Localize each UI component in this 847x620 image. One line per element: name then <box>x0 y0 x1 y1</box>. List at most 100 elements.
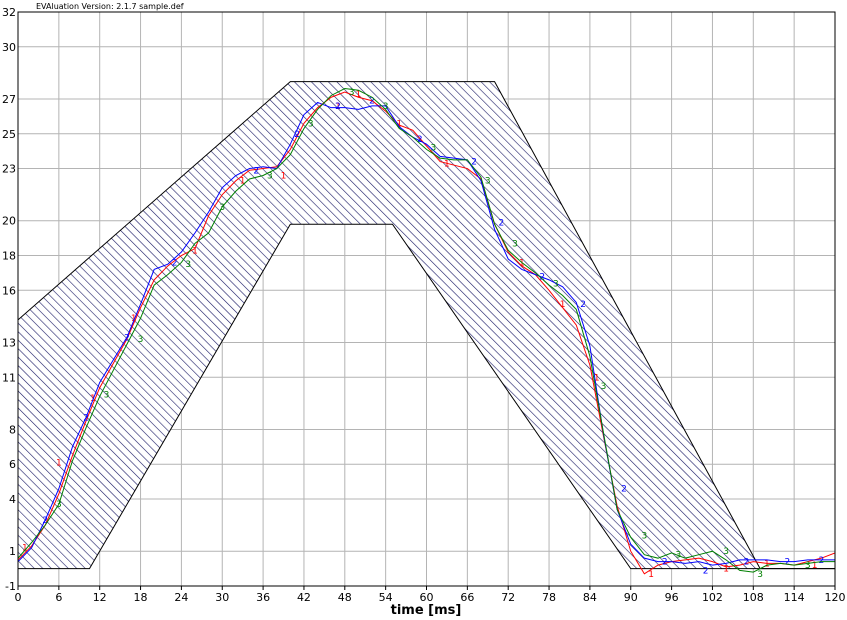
series-3-marker-8: 3 <box>383 102 389 112</box>
series-2-marker-1: 2 <box>83 413 89 423</box>
series-3-marker-10: 3 <box>485 177 491 187</box>
y-tick-label-4: 8 <box>9 423 16 436</box>
series-1-marker-10: 1 <box>444 159 450 169</box>
x-tick-label-11: 66 <box>460 591 474 604</box>
series-1-line <box>18 91 835 575</box>
tolerance-lower-limit <box>18 223 835 570</box>
series-3-marker-7: 3 <box>349 88 355 98</box>
series-3-marker-11: 3 <box>512 239 518 249</box>
series-3-marker-1: 3 <box>104 391 110 401</box>
y-tick-label-3: 6 <box>9 458 16 471</box>
x-tick-label-1: 6 <box>55 591 62 604</box>
tolerance-band <box>18 81 835 570</box>
series-1-marker-8: 1 <box>356 90 362 100</box>
series-1-marker-13: 1 <box>594 373 600 383</box>
series-3-marker-17: 3 <box>757 570 763 580</box>
series-3-marker-13: 3 <box>601 382 607 392</box>
y-tick-label-14: 32 <box>2 6 16 19</box>
x-tick-label-7: 42 <box>297 591 311 604</box>
y-tick-label-7: 16 <box>2 284 16 297</box>
series-2-marker-18: 2 <box>819 556 825 566</box>
series-2-marker-12: 2 <box>580 300 586 310</box>
series-2-marker-3: 2 <box>172 258 178 268</box>
series-1-marker-3: 1 <box>131 314 137 324</box>
series-2-marker-14: 2 <box>662 558 668 568</box>
x-axis-label: time [ms] <box>391 603 462 618</box>
series-2-marker-6: 2 <box>335 102 341 112</box>
x-tick-label-10: 60 <box>420 591 434 604</box>
series-3-marker-2: 3 <box>138 335 144 345</box>
y-tick-label-8: 18 <box>2 250 16 263</box>
x-tick-label-14: 84 <box>583 591 597 604</box>
series-3-marker-5: 3 <box>267 172 273 182</box>
series-2-marker-0: 2 <box>42 516 48 526</box>
x-tick-label-2: 12 <box>93 591 107 604</box>
series-3-marker-16: 3 <box>723 547 729 557</box>
series-1-marker-15: 1 <box>723 565 729 575</box>
series-1-marker-14: 1 <box>648 570 654 580</box>
series-1-marker-4: 1 <box>192 246 198 256</box>
series-2-marker-15: 2 <box>703 566 709 576</box>
series-2-marker-10: 2 <box>499 218 505 228</box>
series-3-marker-0: 3 <box>56 500 62 510</box>
x-tick-label-15: 90 <box>624 591 638 604</box>
x-tick-label-9: 54 <box>379 591 393 604</box>
x-tick-label-20: 120 <box>825 591 846 604</box>
series-2-marker-11: 2 <box>539 272 545 282</box>
series-1-marker-1: 1 <box>56 459 62 469</box>
x-tick-label-6: 36 <box>256 591 270 604</box>
series-2-marker-9: 2 <box>471 158 477 168</box>
series-1-marker-17: 1 <box>812 561 818 571</box>
y-tick-label-9: 20 <box>2 215 16 228</box>
y-tick-label-2: 4 <box>9 493 16 506</box>
x-tick-label-4: 24 <box>174 591 188 604</box>
series-3-marker-3: 3 <box>185 260 191 270</box>
x-tick-label-16: 96 <box>665 591 679 604</box>
x-tick-label-3: 18 <box>134 591 148 604</box>
y-tick-label-1: 1 <box>9 545 16 558</box>
series-3-marker-12: 3 <box>553 279 559 289</box>
series-2-marker-8: 2 <box>417 135 423 145</box>
series-3-line <box>18 88 835 573</box>
y-tick-label-13: 30 <box>2 41 16 54</box>
series-1-marker-12: 1 <box>560 300 566 310</box>
series-1-marker-16: 1 <box>764 559 770 569</box>
series-1-marker-9: 1 <box>396 119 402 129</box>
x-axis-ticks: 0 6 12 18 24 30 36 42 48 54 60 66 72 78 84 90 96 102 108 11… <box>15 586 846 604</box>
series-3-marker-4: 3 <box>219 203 225 213</box>
series-2-marker-16: 2 <box>744 558 750 568</box>
x-tick-label-17: 102 <box>702 591 723 604</box>
y-tick-label-11: 25 <box>2 128 16 141</box>
series-2-marker-17: 2 <box>784 558 790 568</box>
x-tick-label-18: 108 <box>743 591 764 604</box>
series-3-marker-14: 3 <box>641 532 647 542</box>
x-tick-label-5: 30 <box>215 591 229 604</box>
series-3-marker-15: 3 <box>676 551 682 561</box>
series-1-marker-6: 1 <box>281 172 287 182</box>
y-tick-label-6: 13 <box>2 336 16 349</box>
y-axis-ticks: -1 1 4 6 8 11 13 16 18 20 23 25 27 30 32 <box>2 6 16 593</box>
series-1-marker-7: 1 <box>335 102 341 112</box>
x-tick-label-19: 114 <box>784 591 805 604</box>
series-1-marker-11: 1 <box>519 258 525 268</box>
plot-border <box>17 11 836 587</box>
series-3-marker-9: 3 <box>430 144 436 154</box>
series-2-marker-5: 2 <box>294 130 300 140</box>
chart-header-text: EVAluation Version: 2.1.7 sample.def <box>36 2 184 11</box>
x-tick-label-12: 72 <box>501 591 515 604</box>
series-2-marker-4: 2 <box>253 166 259 176</box>
series-3-marker-18: 3 <box>805 561 811 571</box>
tolerance-band-fill <box>18 81 835 569</box>
y-tick-label-5: 11 <box>2 371 16 384</box>
series-2-marker-2: 2 <box>124 333 130 343</box>
series-2-marker-13: 2 <box>621 485 627 495</box>
y-tick-label-0: -1 <box>5 580 16 593</box>
x-tick-label-0: 0 <box>15 591 22 604</box>
x-tick-label-8: 48 <box>338 591 352 604</box>
series-3-marker-6: 3 <box>308 119 314 129</box>
series-2-marker-7: 2 <box>369 97 375 107</box>
x-tick-label-13: 78 <box>542 591 556 604</box>
y-tick-label-12: 27 <box>2 93 16 106</box>
